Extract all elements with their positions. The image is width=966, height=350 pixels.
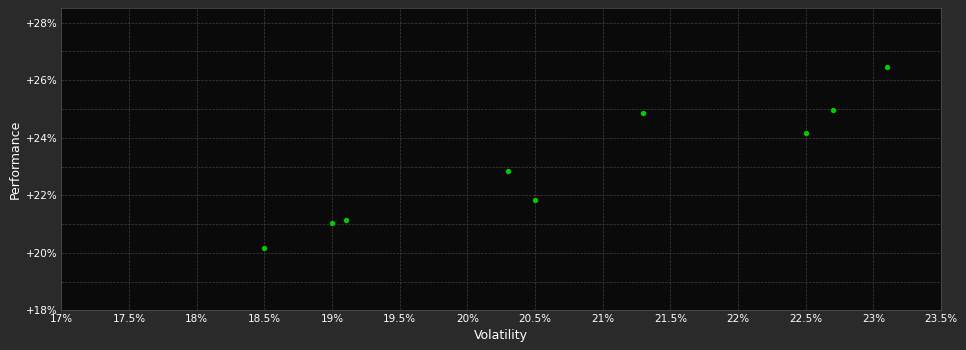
Point	[325, 220, 340, 225]
Point	[500, 168, 516, 174]
X-axis label: Volatility: Volatility	[474, 329, 528, 342]
Point	[636, 111, 651, 116]
Point	[879, 64, 895, 70]
Point	[527, 197, 543, 202]
Point	[825, 108, 840, 113]
Point	[338, 217, 354, 223]
Y-axis label: Performance: Performance	[9, 120, 21, 199]
Point	[798, 131, 813, 136]
Point	[257, 246, 272, 251]
